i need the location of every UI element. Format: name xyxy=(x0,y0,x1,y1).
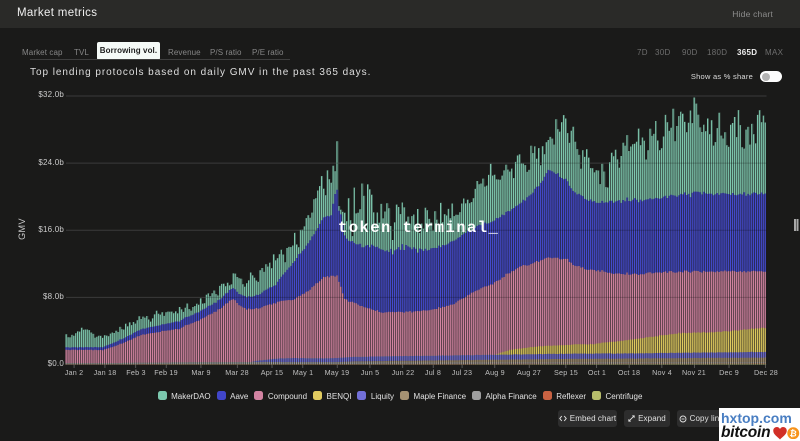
svg-text:₿: ₿ xyxy=(789,427,797,438)
